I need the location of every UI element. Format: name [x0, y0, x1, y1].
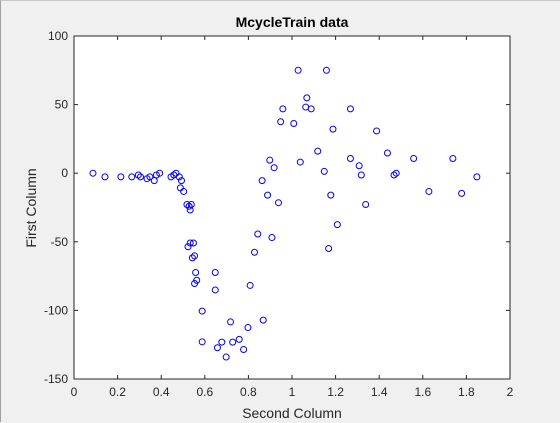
- y-tick-label: 100: [48, 29, 68, 43]
- data-point: [191, 252, 199, 260]
- data-point: [117, 173, 125, 181]
- y-tick-label: -50: [51, 235, 69, 249]
- data-point: [235, 335, 243, 343]
- data-point: [346, 155, 354, 163]
- data-point: [327, 191, 335, 199]
- data-point: [186, 239, 194, 247]
- x-tick-label: 1.2: [327, 385, 344, 399]
- data-point: [186, 206, 194, 214]
- y-tick-label: -100: [44, 303, 68, 317]
- data-point: [458, 189, 466, 197]
- data-point: [279, 105, 287, 113]
- data-point: [192, 269, 200, 277]
- x-tick-label: 0.2: [109, 385, 126, 399]
- data-point: [270, 164, 278, 172]
- data-point: [296, 158, 304, 166]
- y-axis-title: First Column: [23, 168, 39, 247]
- data-point: [246, 281, 254, 289]
- data-point: [251, 248, 259, 256]
- data-point: [184, 243, 192, 251]
- y-tick-label: 50: [55, 98, 69, 112]
- y-tick-label: 0: [61, 166, 68, 180]
- x-tick-label: 1.8: [458, 385, 475, 399]
- data-point: [183, 200, 191, 208]
- data-point: [325, 245, 333, 253]
- data-point: [266, 156, 274, 164]
- data-point: [449, 155, 457, 163]
- x-tick-label: 1.4: [371, 385, 388, 399]
- data-point: [222, 353, 230, 361]
- data-point: [294, 66, 302, 74]
- data-point: [268, 234, 276, 242]
- data-point: [277, 118, 285, 126]
- data-point: [274, 199, 282, 207]
- data-point: [373, 127, 381, 135]
- x-tick-label: 0.4: [153, 385, 170, 399]
- data-point: [346, 105, 354, 113]
- data-point: [357, 171, 365, 179]
- data-point: [198, 307, 206, 315]
- data-point: [134, 171, 142, 179]
- y-tick-label: -150: [44, 372, 68, 386]
- data-point: [259, 316, 267, 324]
- data-point: [329, 125, 337, 133]
- axes-box[interactable]: [73, 35, 511, 380]
- data-point: [146, 173, 154, 181]
- data-point: [136, 173, 144, 181]
- data-point: [392, 169, 400, 177]
- axis-ticks: 0 0.2 0.4 0.6 0.8 1 1.2 1.4 1.6 1.8 2 -150 -100 -50 0 5…: [44, 29, 514, 399]
- data-point: [185, 202, 193, 210]
- data-point: [213, 344, 221, 352]
- data-point: [383, 149, 391, 157]
- data-point: [180, 187, 188, 195]
- data-point: [473, 173, 481, 181]
- data-point: [307, 105, 315, 113]
- data-point: [175, 173, 183, 181]
- data-point: [188, 254, 196, 262]
- data-point: [89, 169, 97, 177]
- data-point: [264, 191, 272, 199]
- data-point: [227, 318, 235, 326]
- data-point: [254, 230, 262, 238]
- data-point: [229, 338, 237, 346]
- x-axis-title: Second Column: [242, 405, 342, 421]
- x-tick-label: 0: [71, 385, 78, 399]
- x-tick-label: 1.6: [414, 385, 431, 399]
- data-point: [156, 169, 164, 177]
- data-point: [244, 324, 252, 332]
- data-markers: [89, 66, 481, 361]
- data-point: [320, 167, 328, 175]
- data-point: [410, 155, 418, 163]
- data-point: [333, 221, 341, 229]
- data-point: [322, 66, 330, 74]
- plot-title: McycleTrain data: [236, 14, 349, 30]
- data-point: [390, 171, 398, 179]
- data-point: [189, 239, 197, 247]
- data-point: [211, 286, 219, 294]
- x-tick-label: 0.6: [196, 385, 213, 399]
- data-point: [303, 94, 311, 102]
- data-point: [290, 120, 298, 128]
- x-tick-label: 2: [507, 385, 514, 399]
- data-point: [240, 346, 248, 354]
- x-tick-label: 0.8: [240, 385, 257, 399]
- x-tick-label: 1: [289, 385, 296, 399]
- data-point: [211, 269, 219, 277]
- data-point: [355, 162, 363, 170]
- data-point: [101, 173, 109, 181]
- data-point: [193, 276, 201, 284]
- data-point: [128, 173, 136, 181]
- data-point: [177, 177, 185, 185]
- data-point: [198, 338, 206, 346]
- data-point: [362, 200, 370, 208]
- data-point: [258, 177, 266, 185]
- data-point: [314, 147, 322, 155]
- data-point: [218, 338, 226, 346]
- data-point: [425, 187, 433, 195]
